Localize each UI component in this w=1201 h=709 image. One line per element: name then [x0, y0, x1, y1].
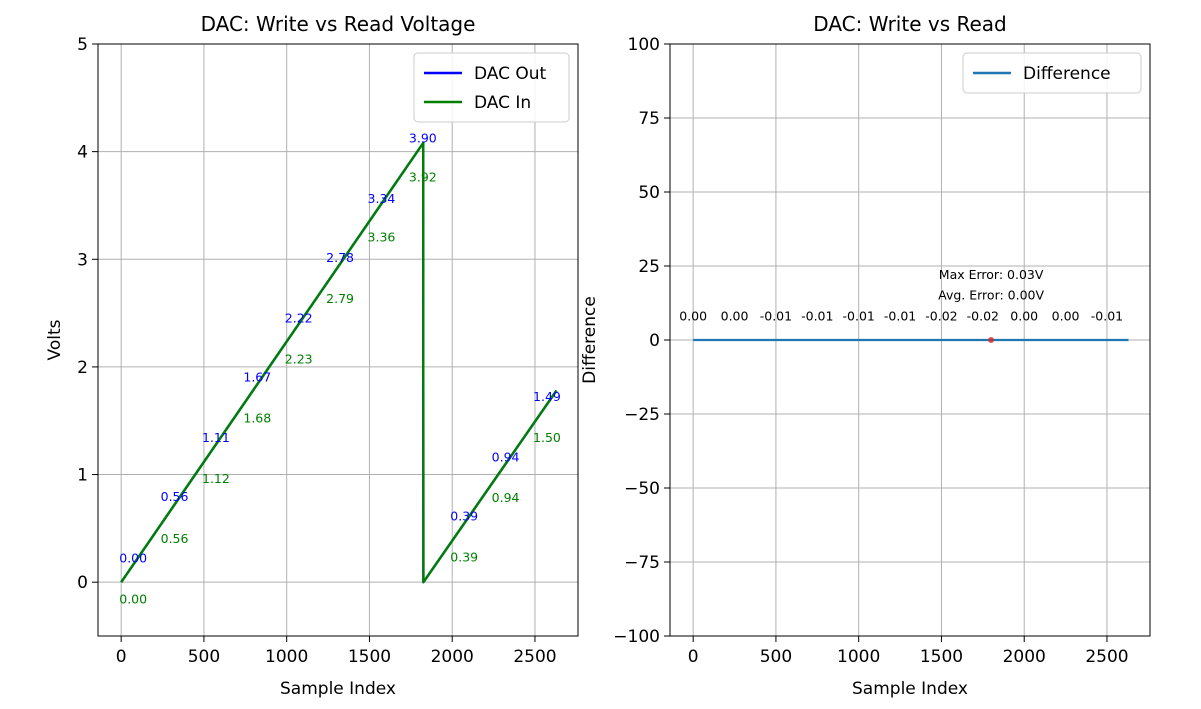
right-value-label: 0.00 — [1052, 308, 1080, 323]
left-x-tick-label: 0 — [116, 647, 127, 667]
right-x-tick-label: 2000 — [1003, 647, 1046, 667]
left-data-label: 2.78 — [326, 250, 354, 265]
left-y-tick-label: 0 — [77, 573, 88, 593]
left-legend-label-dac-in: DAC In — [474, 93, 531, 113]
left-x-tick-label: 2000 — [431, 647, 474, 667]
left-plot-frame — [97, 43, 579, 637]
right-value-label: -0.01 — [760, 308, 792, 323]
left-x-tick-label: 500 — [188, 647, 220, 667]
left-legend-label-dac-out: DAC Out — [474, 64, 547, 84]
left-data-label: 0.94 — [492, 490, 520, 505]
left-x-tick-label: 1500 — [348, 647, 391, 667]
right-y-tick-label: 0 — [649, 331, 660, 351]
right-x-tick-label: 1000 — [837, 647, 880, 667]
left-data-label: 0.56 — [161, 489, 189, 504]
left-legend-box — [413, 52, 570, 123]
left-data-label: 3.92 — [409, 169, 437, 184]
left-data-label: 3.36 — [368, 230, 396, 245]
left-y-tick-label: 5 — [77, 35, 88, 55]
right-value-label: 0.00 — [721, 308, 749, 323]
right-value-label: -0.01 — [884, 308, 916, 323]
left-y-axis-label: Volts — [45, 319, 65, 360]
left-y-tick-label: 3 — [77, 250, 88, 270]
left-x-ticks: 0 500 1000 1500 2000 2500 — [116, 636, 557, 667]
left-data-labels: 0.00 0.56 1.11 1.67 2.22 2.78 3.34 3.90 0.39 0.94… — [119, 131, 561, 607]
left-data-label: 1.67 — [243, 370, 271, 385]
right-value-label: 0.00 — [1010, 308, 1038, 323]
left-data-label: 1.11 — [202, 430, 230, 445]
right-x-ticks: 0 500 1000 1500 2000 2500 — [688, 636, 1129, 667]
left-data-label: 1.68 — [243, 411, 271, 426]
right-y-tick-label: 75 — [638, 109, 660, 129]
right-y-tick-label: −100 — [613, 627, 660, 647]
left-y-tick-label: 4 — [77, 143, 88, 163]
right-x-tick-label: 1500 — [920, 647, 963, 667]
left-data-label: 1.49 — [533, 389, 561, 404]
right-y-tick-label: −50 — [624, 479, 660, 499]
right-x-axis-label: Sample Index — [852, 679, 968, 699]
left-y-tick-label: 1 — [77, 466, 88, 486]
left-series-dac-in — [120, 141, 558, 584]
right-legend: Difference — [962, 52, 1142, 94]
left-data-label: 1.12 — [202, 471, 230, 486]
right-y-tick-label: −75 — [624, 553, 660, 573]
right-legend-box — [962, 52, 1142, 94]
right-value-label: -0.01 — [801, 308, 833, 323]
left-data-label: 3.90 — [409, 131, 437, 146]
left-data-label: 0.39 — [450, 509, 478, 524]
right-value-label: -0.02 — [967, 308, 999, 323]
left-data-label: 2.22 — [285, 310, 313, 325]
right-y-tick-label: −25 — [624, 405, 660, 425]
right-value-labels: 0.00 0.00 -0.01 -0.01 -0.01 -0.01 -0.02 -0.02 0.… — [679, 267, 1123, 343]
left-chart-title: DAC: Write vs Read Voltage — [201, 12, 476, 36]
right-x-tick-label: 2500 — [1085, 647, 1128, 667]
left-data-label: 1.50 — [533, 430, 561, 445]
right-value-label: -0.01 — [843, 308, 875, 323]
right-y-tick-label: 100 — [628, 35, 660, 55]
left-y-ticks: 0 1 2 3 4 5 — [77, 35, 98, 593]
left-x-axis-label: Sample Index — [280, 679, 396, 699]
right-y-tick-label: 50 — [638, 183, 660, 203]
left-data-label: 0.00 — [119, 551, 147, 566]
left-y-tick-label: 2 — [77, 358, 88, 378]
right-y-ticks: −100 −75 −50 −25 0 25 50 75 100 — [613, 35, 670, 647]
left-chart-panel: 0.00 0.56 1.11 1.67 2.22 2.78 3.34 3.90 0.39 0.94… — [45, 12, 579, 699]
left-x-tick-label: 1000 — [265, 647, 308, 667]
right-chart-title: DAC: Write vs Read — [813, 12, 1006, 36]
left-data-label: 0.39 — [450, 549, 478, 564]
right-value-label: -0.01 — [1091, 308, 1123, 323]
left-data-label: 0.00 — [119, 591, 147, 606]
left-series-lines — [120, 141, 558, 584]
right-error-marker — [988, 337, 995, 343]
left-data-label: 3.34 — [368, 191, 396, 206]
right-x-tick-label: 500 — [760, 647, 792, 667]
right-y-tick-label: 25 — [638, 257, 660, 277]
right-legend-label-difference: Difference — [1023, 64, 1111, 84]
left-x-tick-label: 2500 — [513, 647, 556, 667]
right-value-label: 0.00 — [679, 308, 707, 323]
left-data-label: 2.79 — [326, 291, 354, 306]
left-data-label: 0.56 — [161, 531, 189, 546]
right-value-label: -0.02 — [925, 308, 957, 323]
left-data-label: 0.94 — [492, 449, 520, 464]
right-x-tick-label: 0 — [688, 647, 699, 667]
right-error-stat: Avg. Error: 0.00V — [938, 288, 1044, 303]
right-chart-panel: 0.00 0.00 -0.01 -0.01 -0.01 -0.01 -0.02 -0.02 0.… — [580, 12, 1151, 699]
right-y-axis-label: Difference — [580, 296, 600, 384]
right-error-stat: Max Error: 0.03V — [939, 267, 1044, 282]
left-data-label: 2.23 — [285, 351, 313, 366]
left-legend: DAC Out DAC In — [413, 52, 570, 123]
